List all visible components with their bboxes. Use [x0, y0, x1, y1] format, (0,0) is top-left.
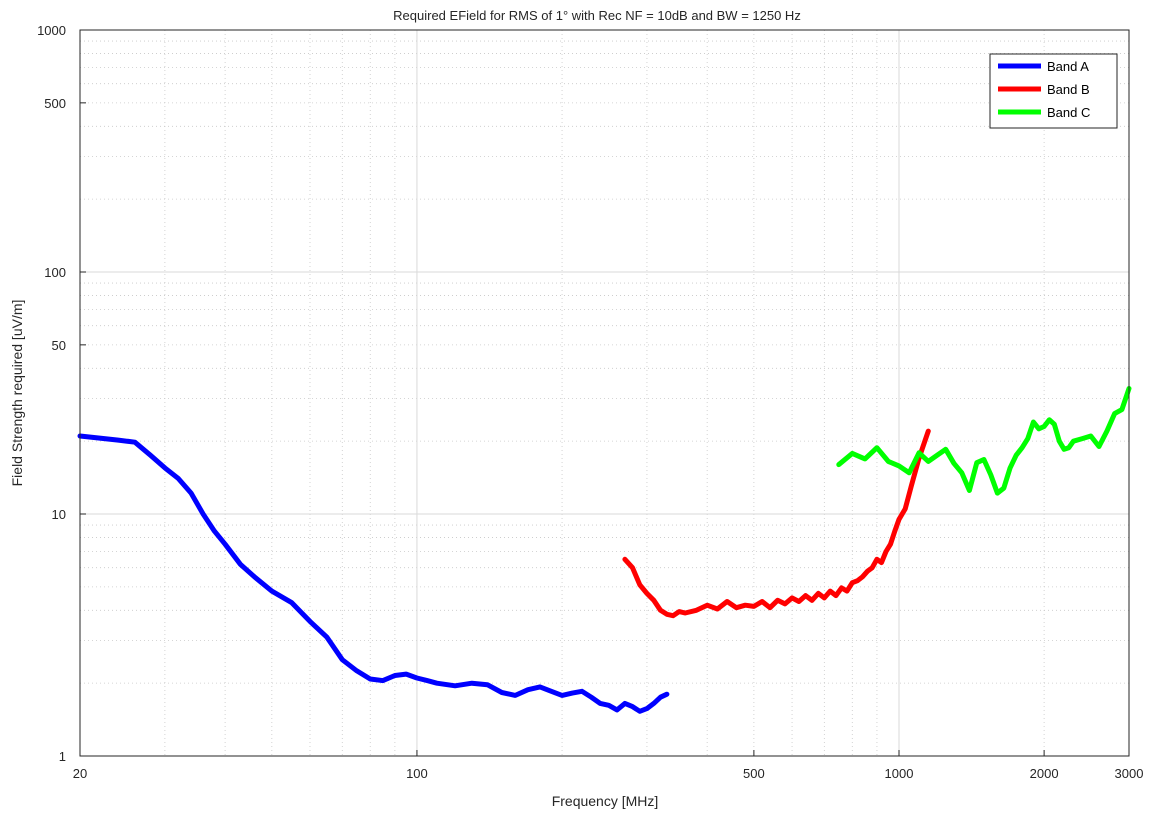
y-tick-label: 1 — [59, 749, 66, 764]
x-tick-label: 1000 — [885, 766, 914, 781]
series-line-band-b — [622, 428, 931, 619]
y-axis-ticks: 1 10 50 100 500 1000 — [37, 23, 86, 764]
x-axis-ticks: 20 100 500 1000 2000 3000 — [73, 750, 1144, 781]
x-axis-label: Frequency [MHz] — [552, 793, 659, 809]
x-tick-label: 3000 — [1115, 766, 1144, 781]
legend-entry-label: Band C — [1047, 105, 1090, 120]
legend: Band A Band B Band C — [989, 53, 1118, 129]
x-tick-label: 500 — [743, 766, 765, 781]
plot-frame — [79, 29, 1130, 757]
chart-title: Required EField for RMS of 1° with Rec N… — [393, 8, 801, 23]
legend-entry-label: Band A — [1047, 59, 1089, 74]
y-axis-label: Field Strength required [uV/m] — [9, 300, 25, 487]
series-layer — [77, 386, 1132, 714]
y-tick-label: 10 — [52, 507, 66, 522]
y-tick-label: 50 — [52, 338, 66, 353]
x-tick-label: 100 — [406, 766, 428, 781]
y-tick-label: 500 — [44, 96, 66, 111]
x-tick-label: 20 — [73, 766, 87, 781]
plot-area: 20 100 500 1000 2000 3000 1 10 50 100 500 1000 — [37, 23, 1143, 781]
x-tick-label: 2000 — [1030, 766, 1059, 781]
series-line-band-a — [77, 433, 670, 714]
y-tick-label: 100 — [44, 265, 66, 280]
plot-background — [80, 30, 1129, 756]
legend-entry-label: Band B — [1047, 82, 1090, 97]
y-tick-label: 1000 — [37, 23, 66, 38]
series-line-band-c — [836, 386, 1132, 496]
minor-grid — [79, 30, 1130, 756]
